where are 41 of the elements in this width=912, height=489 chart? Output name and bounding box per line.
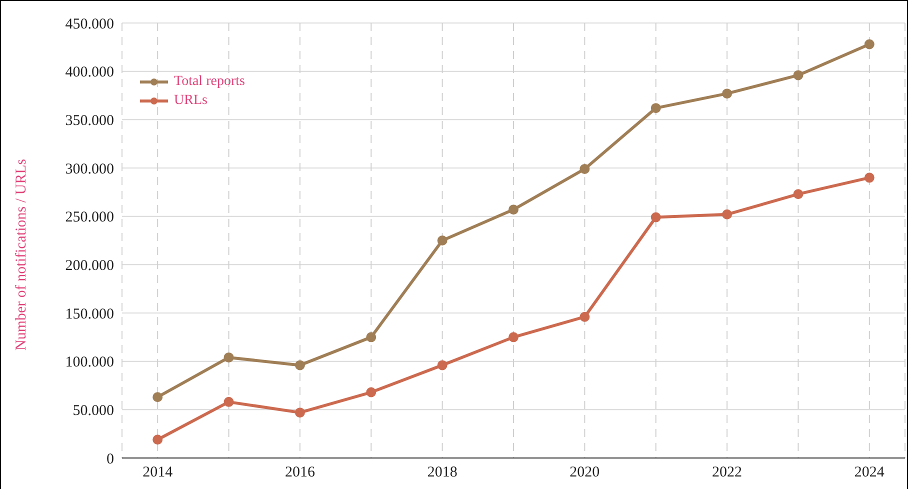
y-tick-label: 250.000 xyxy=(65,210,114,226)
legend-label: Total reports xyxy=(174,74,245,90)
point xyxy=(722,209,732,220)
x-tick-label: 2020 xyxy=(570,464,600,481)
x-tick-label: 2016 xyxy=(284,464,316,481)
point xyxy=(152,434,163,445)
y-tick-label: 400.000 xyxy=(65,64,114,81)
y-tick-label: 350.000 xyxy=(65,112,114,129)
point xyxy=(793,189,804,200)
point xyxy=(437,360,448,370)
point xyxy=(864,39,874,50)
x-tick-label: 2018 xyxy=(427,464,458,481)
y-tick-label: 0 xyxy=(106,451,114,468)
point xyxy=(508,204,518,215)
point xyxy=(152,392,163,402)
legend-label: URLs xyxy=(174,92,208,108)
y-tick-label: 50.000 xyxy=(72,402,114,419)
y-tick-label: 150.000 xyxy=(65,306,114,322)
y-tick-label: 450.000 xyxy=(65,16,114,32)
point xyxy=(864,172,874,183)
point xyxy=(580,164,590,174)
y-tick-label: 100.000 xyxy=(65,354,114,371)
x-tick-label: 2022 xyxy=(712,464,742,481)
y-tick-label: 300.000 xyxy=(65,161,114,178)
point xyxy=(793,70,804,80)
point xyxy=(366,387,376,398)
y-tick-label: 200.000 xyxy=(65,258,114,274)
point xyxy=(650,212,661,222)
x-tick-label: 2014 xyxy=(142,464,174,481)
x-tick-label: 2024 xyxy=(854,464,885,481)
point xyxy=(224,352,234,362)
point xyxy=(650,103,661,114)
point xyxy=(722,88,732,99)
point xyxy=(294,360,305,370)
point xyxy=(580,312,590,322)
point xyxy=(366,332,376,342)
point xyxy=(508,332,518,342)
point xyxy=(294,408,305,418)
point xyxy=(224,396,234,407)
point xyxy=(437,236,448,246)
y-axis-title: Number of notifications / URLs xyxy=(13,158,30,350)
